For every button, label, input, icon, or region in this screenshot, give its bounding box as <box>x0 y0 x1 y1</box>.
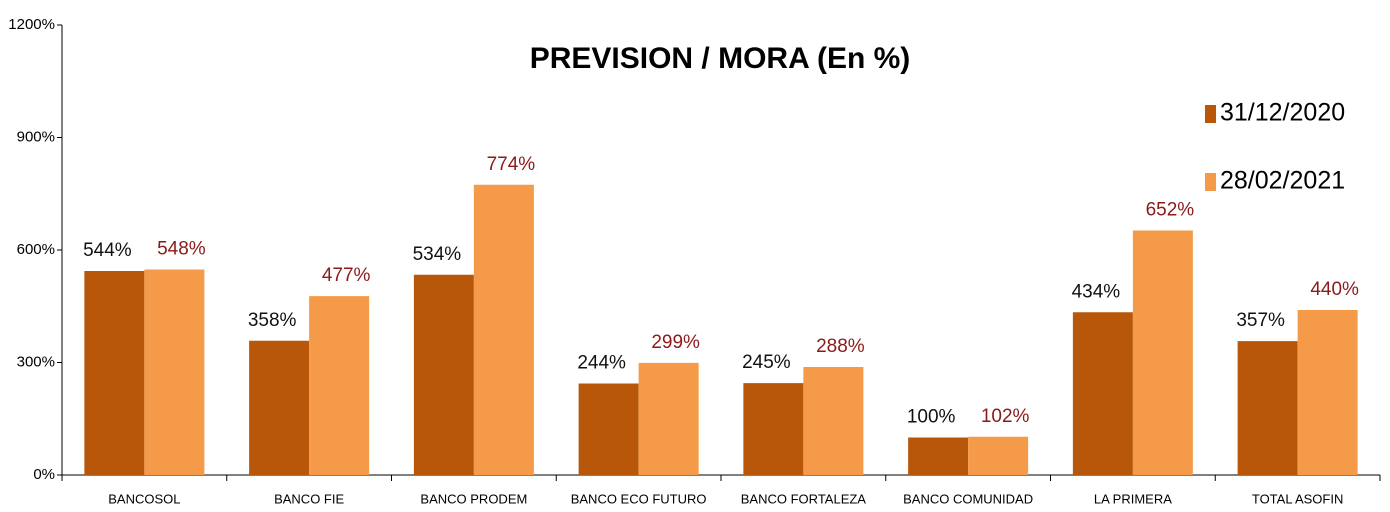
chart-title: PREVISION / MORA (En %) <box>530 42 911 75</box>
data-label: 299% <box>651 332 700 353</box>
bar <box>249 340 310 475</box>
x-tick-label: BANCO PRODEM <box>420 491 527 506</box>
data-label: 357% <box>1236 310 1285 331</box>
data-label: 245% <box>742 352 791 373</box>
data-label: 358% <box>248 310 297 331</box>
y-tick-label: 600% <box>17 241 55 258</box>
bar <box>1132 230 1193 475</box>
bar <box>638 362 699 475</box>
x-tick-label: BANCOSOL <box>108 491 180 506</box>
data-label: 288% <box>816 336 865 357</box>
bar <box>473 184 534 475</box>
x-tick-label: LA PRIMERA <box>1094 491 1172 506</box>
x-tick-label: BANCO FIE <box>274 491 344 506</box>
data-label: 548% <box>157 239 206 260</box>
data-label: 652% <box>1146 200 1195 221</box>
bar <box>803 367 864 475</box>
bar <box>413 274 474 475</box>
bar <box>1297 310 1358 475</box>
legend-swatch <box>1205 173 1216 191</box>
x-tick-label: TOTAL ASOFIN <box>1252 491 1344 506</box>
data-label: 534% <box>413 244 462 265</box>
bar <box>309 296 370 475</box>
bar <box>968 436 1029 475</box>
bar <box>1237 341 1298 475</box>
data-label: 244% <box>577 353 626 374</box>
data-label: 477% <box>322 265 371 286</box>
x-tick-label: BANCO COMUNIDAD <box>903 491 1033 506</box>
y-tick-label: 1200% <box>8 16 55 33</box>
data-label: 544% <box>83 240 132 261</box>
bar <box>908 437 969 475</box>
x-tick-label: BANCO ECO FUTURO <box>571 491 707 506</box>
bar <box>84 271 145 475</box>
y-tick-label: 0% <box>33 466 55 483</box>
legend-label: 31/12/2020 <box>1220 99 1345 127</box>
bar <box>144 269 205 475</box>
bar <box>1072 312 1133 475</box>
data-label: 102% <box>981 406 1030 427</box>
x-tick-label: BANCO FORTALEZA <box>741 491 867 506</box>
data-label: 100% <box>907 407 956 428</box>
data-label: 440% <box>1310 279 1359 300</box>
bar <box>578 383 639 475</box>
legend-label: 28/02/2021 <box>1220 167 1345 195</box>
y-tick-label: 900% <box>17 128 55 145</box>
y-tick-label: 300% <box>17 353 55 370</box>
bar <box>743 383 804 475</box>
data-label: 434% <box>1072 281 1121 302</box>
data-label: 774% <box>487 154 536 175</box>
legend-swatch <box>1205 105 1216 123</box>
